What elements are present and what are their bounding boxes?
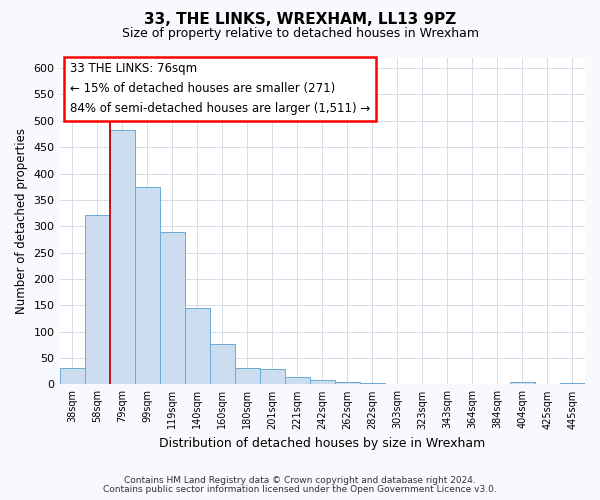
Bar [235,368,260,384]
Bar [134,186,160,384]
Bar [310,380,335,384]
Bar [560,383,585,384]
Bar [285,376,310,384]
Y-axis label: Number of detached properties: Number of detached properties [15,128,28,314]
Text: Contains HM Land Registry data © Crown copyright and database right 2024.: Contains HM Land Registry data © Crown c… [124,476,476,485]
Bar [85,214,110,384]
Text: Contains public sector information licensed under the Open Government Licence v3: Contains public sector information licen… [103,485,497,494]
Text: 33, THE LINKS, WREXHAM, LL13 9PZ: 33, THE LINKS, WREXHAM, LL13 9PZ [144,12,456,28]
Text: 33 THE LINKS: 76sqm
← 15% of detached houses are smaller (271)
84% of semi-detac: 33 THE LINKS: 76sqm ← 15% of detached ho… [70,62,370,116]
Bar [335,382,360,384]
Bar [209,344,235,385]
Bar [185,308,209,384]
Bar [260,368,285,384]
X-axis label: Distribution of detached houses by size in Wrexham: Distribution of detached houses by size … [159,437,485,450]
Text: Size of property relative to detached houses in Wrexham: Size of property relative to detached ho… [121,28,479,40]
Bar [160,232,185,384]
Bar [510,382,535,384]
Bar [110,130,134,384]
Bar [59,368,85,384]
